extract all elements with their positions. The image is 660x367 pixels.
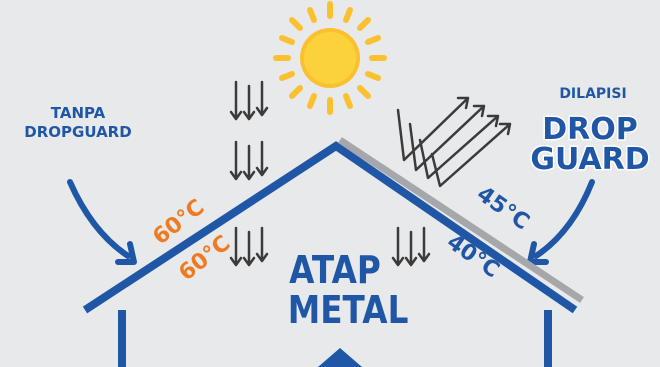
logo-word-guard: GUARD bbox=[529, 141, 651, 179]
reflected-arrows-icon bbox=[396, 96, 512, 188]
uncoated-label-line1: TANPA bbox=[50, 104, 106, 122]
sun-icon bbox=[273, 1, 387, 115]
logo-word-drop: DROP bbox=[541, 111, 640, 149]
roof-title: ATAP METAL bbox=[287, 248, 409, 332]
uncoated-label: TANPA DROPGUARD bbox=[6, 104, 150, 142]
uncoated-label-line2: DROPGUARD bbox=[24, 123, 132, 141]
house-outline bbox=[82, 137, 584, 367]
coated-label: DILAPISI bbox=[559, 86, 627, 102]
roof-title-line2: METAL bbox=[287, 288, 409, 332]
roof-title-line1: ATAP bbox=[289, 248, 381, 292]
heat-down-arrows-icon bbox=[229, 80, 431, 267]
dropguard-logo: DROP GUARD bbox=[520, 104, 660, 184]
